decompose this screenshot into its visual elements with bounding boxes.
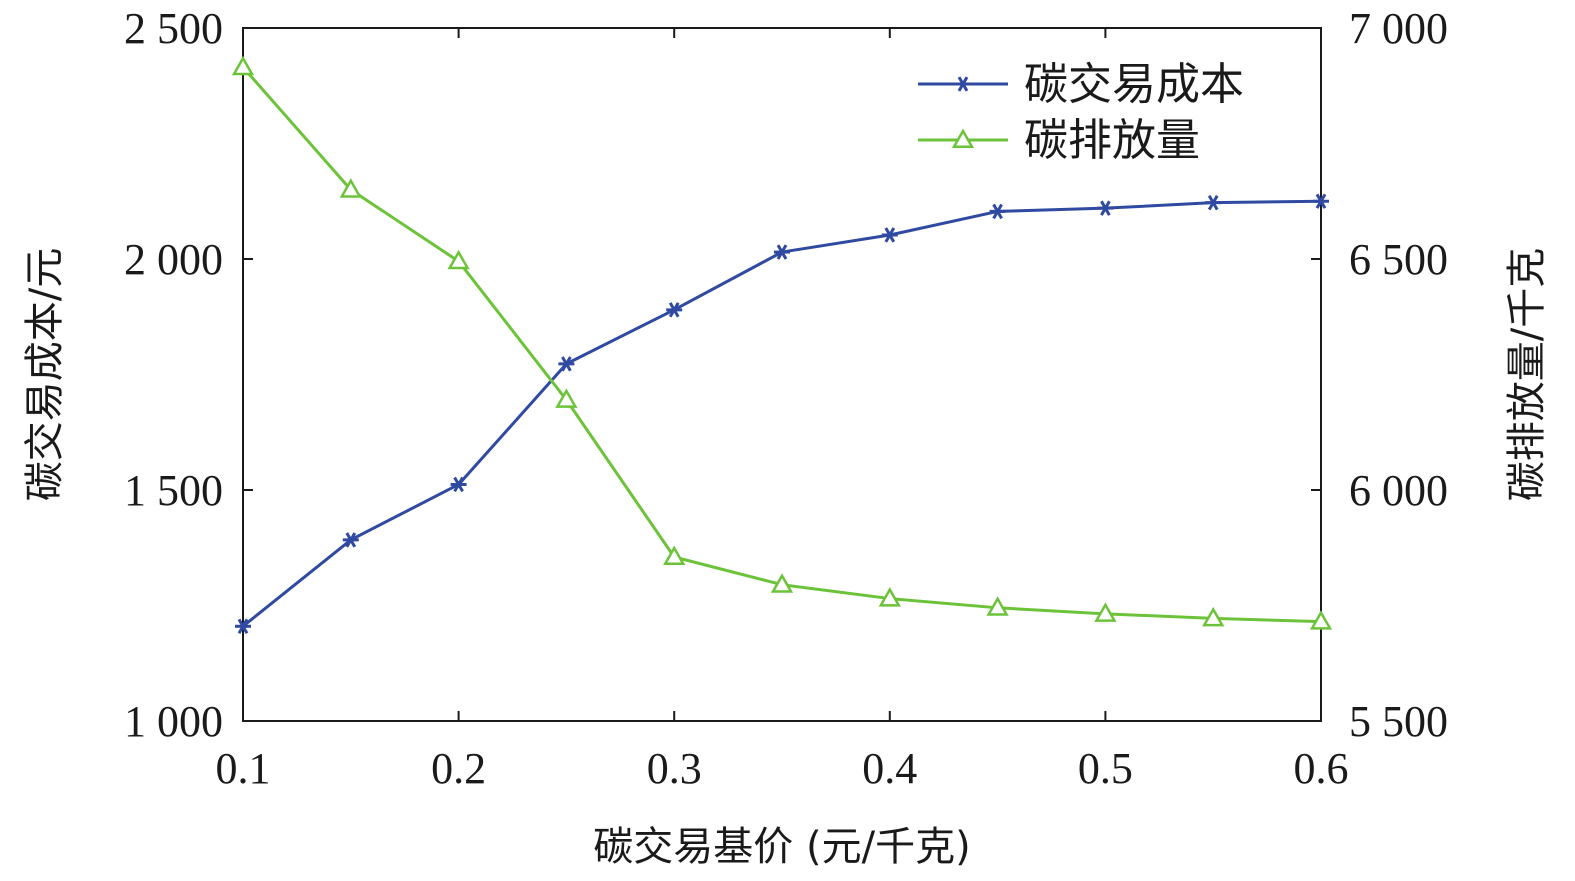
y-right-tick-label: 5 500 — [1349, 697, 1448, 746]
y-right-tick-label: 7 000 — [1349, 4, 1448, 53]
legend-entry-cost: 碳交易成本 — [918, 59, 1244, 110]
legend-label: 碳交易成本 — [1024, 59, 1244, 110]
legend-entry-emissions: 碳排放量 — [918, 115, 1200, 166]
data-point-emissions — [663, 545, 686, 565]
data-point-cost — [774, 244, 790, 260]
marker-stroke — [668, 302, 680, 318]
y-left-tick-label: 2 000 — [124, 235, 223, 284]
data-point-cost — [881, 227, 898, 243]
x-tick-label: 0.6 — [1294, 744, 1349, 793]
y-axis-right-title: 碳排放量/千克 — [1504, 248, 1550, 501]
series-cost — [235, 193, 1329, 634]
series-layer — [231, 55, 1333, 634]
marker-stroke — [776, 244, 788, 260]
marker-stroke — [345, 532, 357, 548]
data-point-emissions — [770, 573, 794, 593]
y-left-tick-label: 2 500 — [124, 4, 223, 53]
x-tick-label: 0.4 — [862, 744, 917, 793]
plot-frame — [242, 27, 1322, 722]
marker-stroke — [561, 356, 572, 372]
data-point-cost — [1313, 193, 1329, 209]
y-left-tick-label: 1 500 — [124, 466, 223, 515]
legend-marker — [955, 76, 971, 92]
data-point-emissions — [555, 388, 578, 408]
data-point-cost — [1097, 200, 1114, 216]
x-tick-label: 0.2 — [431, 744, 486, 793]
data-point-cost — [989, 203, 1006, 220]
marker-stroke — [453, 476, 464, 493]
data-point-emissions — [1202, 606, 1225, 627]
y-right-tick-label: 6 000 — [1349, 466, 1448, 515]
x-tick-label: 0.3 — [647, 744, 702, 793]
legend-label: 碳排放量 — [1024, 115, 1200, 166]
data-point-cost — [558, 356, 575, 372]
data-point-emissions — [231, 55, 255, 76]
data-point-emissions — [447, 249, 470, 270]
data-point-cost — [450, 476, 467, 493]
data-point-cost — [342, 532, 359, 548]
marker-stroke — [884, 227, 896, 243]
data-point-cost — [666, 302, 683, 318]
data-point-emissions — [986, 596, 1009, 616]
marker-stroke — [237, 618, 249, 634]
data-point-cost — [235, 618, 251, 634]
marker-stroke — [1207, 194, 1219, 211]
legend-marker — [951, 128, 975, 148]
y-left-tick-label: 1 000 — [124, 697, 223, 746]
data-point-emissions — [1094, 602, 1117, 622]
marker-stroke — [992, 203, 1003, 220]
data-point-emissions — [1309, 610, 1333, 630]
data-point-emissions — [339, 178, 362, 198]
y-axis-left-title: 碳交易成本/元 — [22, 248, 68, 501]
marker-stroke — [957, 76, 969, 92]
marker-stroke — [1315, 193, 1327, 209]
y-right-tick-label: 6 500 — [1349, 235, 1448, 284]
data-point-cost — [1205, 194, 1222, 211]
series-line-cost — [242, 199, 1322, 628]
axes: 0.1 0.2 0.3 0.4 0.5 0.6 1 000 1 500 2 000 2 500 5 … — [124, 4, 1448, 793]
x-tick-label: 0.1 — [216, 744, 271, 793]
series-emissions — [231, 55, 1333, 630]
x-tick-label: 0.5 — [1078, 744, 1133, 793]
data-point-emissions — [878, 587, 901, 607]
x-axis-title: 碳交易基价 (元/千克) — [593, 824, 970, 870]
marker-stroke — [1100, 200, 1111, 216]
